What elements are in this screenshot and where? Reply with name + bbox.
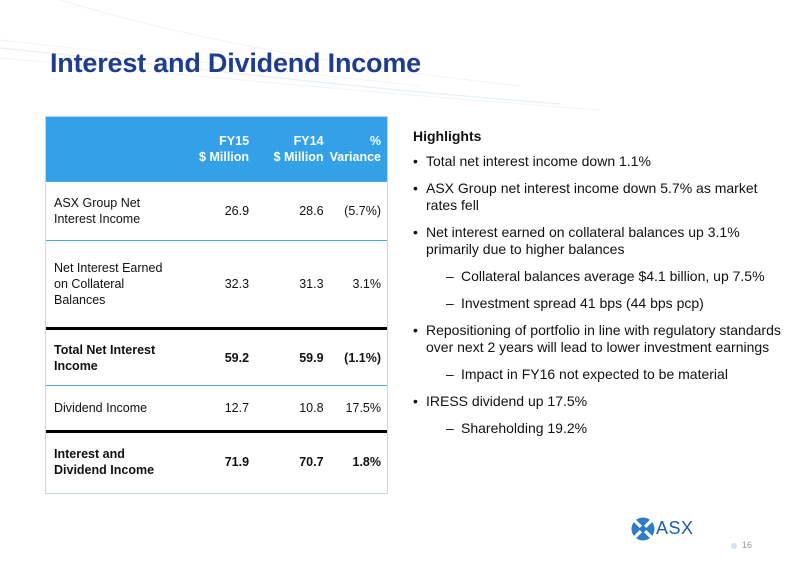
logo-text: ASX [656,518,694,538]
variance-value: 17.5% [329,385,387,433]
table-row-total: Total Net Interest Income 59.2 59.9 (1.1… [46,328,387,386]
bullet-marker: • [413,180,418,196]
income-table-container: FY15 $ Million FY14 $ Million % Variance… [45,116,388,494]
row-label: Net Interest Earned on Collateral Balanc… [46,240,181,330]
fy15-value: 26.9 [180,181,256,241]
dash-marker: – [446,295,454,311]
fy14-value: 31.3 [255,240,330,330]
row-label: Total Net Interest Income [46,328,181,386]
highlight-sub-bullet: – Collateral balances average $4.1 billio… [413,268,783,285]
bullet-marker: • [413,153,418,169]
highlight-bullet: • Total net interest income down 1.1% [413,153,783,170]
bullet-text: Net interest earned on collateral balanc… [426,224,740,257]
table-row-grand-total: Interest and Dividend Income 71.9 70.7 1… [46,432,387,492]
table-row: Net Interest Earned on Collateral Balanc… [46,240,387,330]
bullet-marker: • [413,393,418,409]
dash-marker: – [446,366,454,382]
fy15-value: 12.7 [180,385,256,433]
sub-bullet-text: Investment spread 41 bps (44 bps pcp) [461,295,704,311]
fy14-value: 59.9 [255,328,330,386]
page-number: 16 [742,540,753,550]
highlight-sub-bullet: – Shareholding 19.2% [413,420,783,437]
fy14-value: 70.7 [299,455,324,469]
fy15-value: 71.9 [224,455,250,469]
header-fy15-text: FY15 $ Million [199,134,250,164]
header-label-column [46,117,181,182]
income-table: FY15 $ Million FY14 $ Million % Variance… [46,117,387,491]
fy15-value: 32.3 [180,240,256,330]
row-label: ASX Group Net Interest Income [46,181,181,241]
header-fy15: FY15 $ Million [180,117,256,182]
dash-marker: – [446,268,454,284]
bullet-text: IRESS dividend up 17.5% [426,393,588,409]
header-decoration [0,0,601,111]
row-label: Dividend Income [46,385,181,433]
variance-value: (5.7%) [329,181,387,241]
highlights-title: Highlights [413,128,482,144]
row-label: Interest and Dividend Income [54,447,155,477]
highlight-bullet: • ASX Group net interest income down 5.7%… [413,180,783,214]
variance-value: 3.1% [329,240,387,330]
dash-marker: – [446,420,454,436]
header-variance: % Variance [329,117,387,182]
bullet-text: Total net interest income down 1.1% [426,153,651,169]
table-header-row: FY15 $ Million FY14 $ Million % Variance [46,117,387,182]
fy15-value: 59.2 [180,328,256,386]
table-row: ASX Group Net Interest Income 26.9 28.6 … [46,181,387,241]
highlight-bullet: • IRESS dividend up 17.5% [413,393,783,410]
highlight-bullet: • Repositioning of portfolio in line with… [413,322,783,356]
highlight-bullet: • Net interest earned on collateral balan… [413,224,783,258]
highlight-sub-bullet: – Impact in FY16 not expected to be mater… [413,366,783,383]
table-row: Dividend Income 12.7 10.8 17.5% [46,385,387,433]
bullet-marker: • [413,224,418,240]
variance-value: 1.8% [352,455,382,469]
highlight-sub-bullet: – Investment spread 41 bps (44 bps pcp) [413,295,783,312]
sub-bullet-text: Collateral balances average $4.1 billion… [461,268,765,284]
fy14-value: 28.6 [255,181,330,241]
header-variance-text: % Variance [329,134,381,164]
variance-value: (1.1%) [329,328,387,386]
highlights-panel: Highlights • Total net interest income do… [413,128,783,447]
bullet-text: Repositioning of portfolio in line with … [426,322,781,355]
bullet-marker: • [413,322,418,338]
sub-bullet-text: Shareholding 19.2% [461,420,588,436]
header-fy14: FY14 $ Million [255,117,330,182]
asx-logo-icon [631,517,655,541]
bullet-text: ASX Group net interest income down 5.7% … [426,180,758,213]
page-dot [731,543,737,549]
header-fy14-text: FY14 $ Million [273,134,324,164]
sub-bullet-text: Impact in FY16 not expected to be materi… [461,366,728,382]
fy14-value: 10.8 [255,385,330,433]
page-title: Interest and Dividend Income [50,48,421,78]
